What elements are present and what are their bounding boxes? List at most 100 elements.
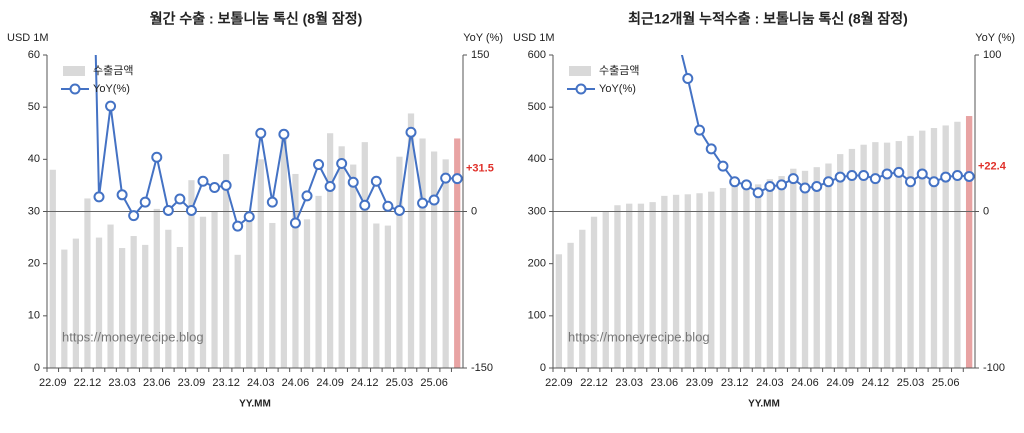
bar (350, 164, 357, 368)
x-tick-label: 25.06 (420, 377, 448, 389)
bar (211, 211, 218, 368)
bar (396, 156, 403, 368)
bar (907, 135, 914, 368)
bar (965, 116, 973, 368)
x-tick-label: 25.03 (386, 377, 414, 389)
chart-title: 월간 수출 : 보톨니눔 톡신 (8월 잠정) (150, 11, 363, 27)
bar (813, 167, 820, 368)
x-tick-label: 23.03 (615, 377, 643, 389)
y-tick-label: 400 (528, 153, 546, 165)
x-tick-label: 24.09 (316, 377, 344, 389)
marker (811, 180, 823, 192)
y-tick-label: 20 (28, 258, 40, 270)
marker (336, 158, 348, 170)
bar (555, 254, 563, 368)
bar (107, 224, 114, 368)
bar (872, 142, 879, 368)
y2-tick-label: 0 (471, 205, 477, 217)
bar (373, 223, 380, 368)
y-tick-label: 50 (28, 101, 40, 113)
data-label: +31.5 (466, 163, 494, 175)
marker (881, 168, 893, 180)
bar (199, 216, 207, 368)
legend-label: YoY(%) (93, 83, 130, 95)
marker (255, 127, 267, 139)
marker (705, 143, 717, 155)
marker (359, 199, 371, 211)
bar (801, 170, 809, 368)
x-tick-label: 22.12 (580, 377, 608, 389)
watermark: https://moneyrecipe.blog (62, 329, 204, 344)
marker (289, 217, 301, 229)
y-tick-label: 600 (528, 49, 546, 61)
y-tick-label: 60 (28, 49, 40, 61)
bar (430, 151, 438, 368)
marker (278, 128, 290, 140)
bar (579, 229, 586, 368)
bar (407, 113, 415, 368)
bar (153, 208, 160, 368)
bar (222, 154, 230, 368)
legend-label: 수출금액 (93, 64, 133, 77)
bar (930, 128, 938, 368)
bar (176, 246, 184, 368)
marker (451, 173, 463, 185)
y-tick-label: 100 (528, 310, 546, 322)
x-tick-label: 22.09 (545, 377, 573, 389)
legend-label: 수출금액 (599, 64, 639, 77)
marker (220, 179, 232, 191)
x-tick-label: 22.12 (74, 377, 102, 389)
chart-title: 최근12개월 누적수출 : 보톨니눔 톡신 (8월 잠정) (628, 11, 908, 27)
bar (61, 249, 68, 368)
bar (49, 169, 56, 368)
bar (637, 203, 645, 368)
y-tick-label: 30 (28, 205, 40, 217)
y-tick-label: 0 (34, 362, 40, 374)
marker (916, 168, 928, 180)
bar (860, 144, 867, 368)
y-tick-label: 200 (528, 258, 546, 270)
marker (428, 194, 440, 206)
marker (417, 197, 429, 209)
bar (696, 193, 703, 368)
bar (326, 133, 334, 368)
marker (729, 176, 741, 188)
y-tick-label: 10 (28, 310, 40, 322)
marker (717, 160, 729, 172)
bar (72, 238, 80, 368)
marker (324, 180, 336, 192)
x-tick-label: 24.12 (351, 377, 379, 389)
data-label: +22.4 (978, 160, 1007, 172)
marker (128, 210, 140, 222)
x-tick-label: 23.06 (651, 377, 679, 389)
y2-axis-label: YoY (%) (463, 32, 503, 44)
bar (567, 242, 574, 368)
bar (384, 225, 392, 368)
marker (93, 191, 105, 203)
marker (116, 189, 128, 201)
y2-tick-label: -100 (983, 362, 1005, 374)
bar (118, 248, 126, 368)
marker (740, 179, 752, 191)
marker (440, 172, 452, 184)
bar (731, 185, 738, 368)
bar (84, 198, 91, 368)
bar (684, 194, 691, 368)
bar (790, 168, 797, 368)
x-tick-label: 24.12 (862, 377, 890, 389)
y-axis-label: USD 1M (513, 32, 555, 44)
bar (848, 148, 856, 368)
marker (846, 170, 858, 182)
bar (825, 163, 832, 368)
y-tick-label: 500 (528, 101, 546, 113)
y2-tick-label: 100 (983, 49, 1001, 61)
bar (895, 141, 902, 368)
marker (151, 151, 163, 163)
x-axis-label: YY.MM (239, 399, 271, 410)
y2-tick-label: 0 (983, 205, 989, 217)
marker (370, 175, 382, 187)
marker (799, 182, 811, 194)
bar (269, 222, 276, 368)
marker (209, 182, 221, 194)
y-tick-label: 300 (528, 205, 546, 217)
